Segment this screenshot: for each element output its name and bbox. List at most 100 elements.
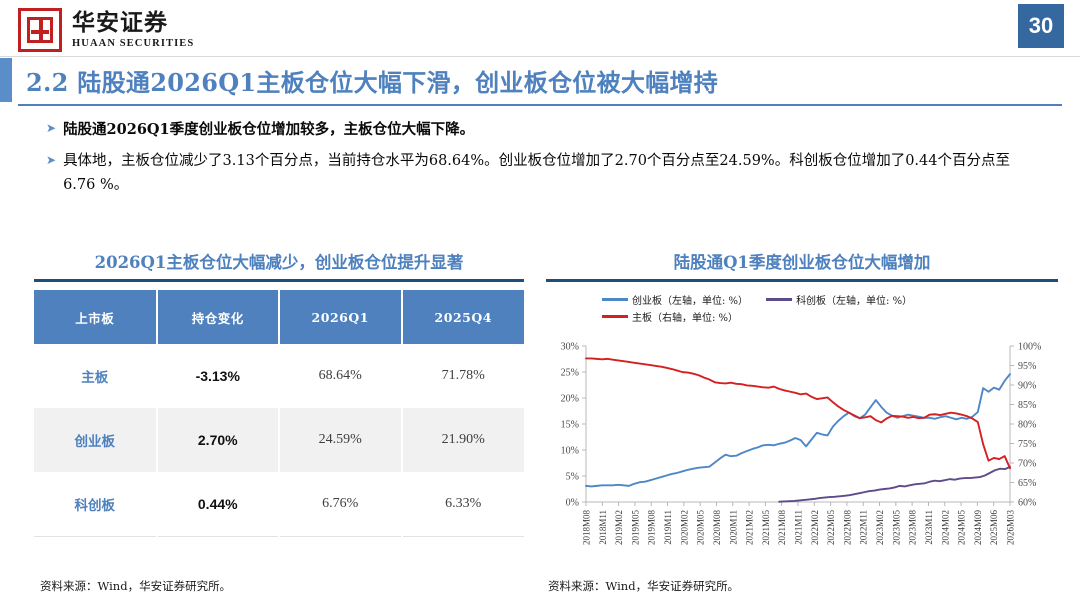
svg-text:2019M08: 2019M08 <box>647 510 657 546</box>
svg-text:2022M02: 2022M02 <box>810 510 820 545</box>
svg-text:20%: 20% <box>561 394 579 405</box>
table-header-cell: 2026Q1 <box>279 290 403 345</box>
svg-text:5%: 5% <box>566 472 579 483</box>
table-cell: 71.78% <box>441 368 485 384</box>
svg-text:65%: 65% <box>1018 478 1036 489</box>
svg-text:2021M08: 2021M08 <box>777 510 787 546</box>
huaan-seal-logo-icon <box>18 8 62 52</box>
svg-text:2020M05: 2020M05 <box>696 510 706 546</box>
table-cell: 68.64% <box>279 344 403 409</box>
svg-text:2021M05: 2021M05 <box>761 510 771 546</box>
svg-text:25%: 25% <box>561 368 579 379</box>
page-number-badge: 30 <box>1018 4 1064 48</box>
svg-text:85%: 85% <box>1018 400 1036 411</box>
table-cell: 6.76% <box>279 472 403 537</box>
table-cell: 24.59% <box>279 408 403 473</box>
svg-text:2019M11: 2019M11 <box>663 510 673 545</box>
table-header-row: 上市板 持仓变化 2026Q1 2025Q4 <box>34 290 524 345</box>
table-cell: -3.13% <box>156 344 280 409</box>
svg-text:2023M05: 2023M05 <box>891 510 901 546</box>
svg-text:2022M05: 2022M05 <box>826 510 836 546</box>
svg-text:10%: 10% <box>561 446 579 457</box>
svg-text:2023M02: 2023M02 <box>875 510 885 545</box>
brand-name-en: HUAAN SECURITIES <box>72 37 195 49</box>
bullet-text: 陆股通2026Q1季度创业板仓位增加较多，主板仓位大幅下降。 <box>63 121 475 138</box>
right-panel-rule <box>546 279 1058 283</box>
table-cell: 科创板 <box>34 472 158 537</box>
legend-label: 科创板（左轴，单位: %） <box>796 296 913 308</box>
svg-text:2020M08: 2020M08 <box>712 510 722 546</box>
svg-text:2023M11: 2023M11 <box>924 510 934 545</box>
table-cell: 主板 <box>34 344 158 409</box>
legend-label: 主板（右轴，单位: %） <box>632 313 739 325</box>
svg-text:100%: 100% <box>1018 342 1041 353</box>
left-panel: 2026Q1主板仓位大幅减少，创业板仓位提升显著 上市板 持仓变化 2026Q1… <box>34 252 524 537</box>
svg-text:80%: 80% <box>1018 420 1036 431</box>
left-panel-rule <box>34 279 524 283</box>
chart-legend: 创业板（左轴，单位: %） 科创板（左轴，单位: %） 主板（右轴，单位: %） <box>602 292 1052 325</box>
position-table: 上市板 持仓变化 2026Q1 2025Q4 主板 -3.13% 68.64% … <box>34 290 524 537</box>
svg-text:2026M03: 2026M03 <box>1006 510 1016 546</box>
table-cell: 0.44% <box>156 472 280 537</box>
table-header-cell: 持仓变化 <box>156 290 280 345</box>
svg-text:70%: 70% <box>1018 459 1036 470</box>
svg-text:2018M11: 2018M11 <box>598 510 608 545</box>
list-item: ➤ 陆股通2026Q1季度创业板仓位增加较多，主板仓位大幅下降。 <box>46 118 1040 141</box>
left-panel-title: 2026Q1主板仓位大幅减少，创业板仓位提升显著 <box>94 253 464 272</box>
bullet-list: ➤ 陆股通2026Q1季度创业板仓位增加较多，主板仓位大幅下降。 ➤ 具体地，主… <box>46 118 1040 206</box>
legend-item-chuangyeban: 创业板（左轴，单位: %） <box>602 292 748 307</box>
legend-swatch <box>602 315 628 319</box>
legend-swatch <box>602 298 628 302</box>
table-header-cell: 上市板 <box>34 290 158 345</box>
legend-item-zhuban: 主板（右轴，单位: %） <box>602 309 738 324</box>
legend-swatch <box>766 298 793 302</box>
svg-text:2025M06: 2025M06 <box>989 510 999 546</box>
svg-text:2018M08: 2018M08 <box>582 510 592 546</box>
table-row: 创业板 2.70% 24.59% 21.90% <box>34 408 524 473</box>
right-panel-title: 陆股通Q1季度创业板仓位大幅增加 <box>673 253 931 272</box>
svg-text:95%: 95% <box>1018 361 1036 372</box>
bullet-text: 具体地，主板仓位减少了3.13个百分点，当前持仓水平为68.64%。创业板仓位增… <box>63 153 1010 193</box>
brand-logo: 华安证券 HUAAN SECURITIES <box>18 8 194 52</box>
chart-canvas: 0% 5% 10% 15% 20% 25% 30% 60% 65% 70% 75% 80% 85% 90%… <box>561 342 1042 546</box>
legend-item-kechuangban: 科创板（左轴，单位: %） <box>766 292 912 307</box>
svg-text:2019M02: 2019M02 <box>614 510 624 545</box>
svg-text:2021M11: 2021M11 <box>794 510 804 545</box>
svg-text:2020M11: 2020M11 <box>728 510 738 545</box>
position-trend-chart: 创业板（左轴，单位: %） 科创板（左轴，单位: %） 主板（右轴，单位: %）… <box>546 290 1058 555</box>
table-cell: 创业板 <box>34 408 158 473</box>
svg-text:2024M05: 2024M05 <box>957 510 967 546</box>
svg-text:0%: 0% <box>566 498 579 509</box>
table-cell: 6.33% <box>401 472 524 537</box>
svg-text:75%: 75% <box>1018 439 1036 450</box>
svg-text:2020M02: 2020M02 <box>679 510 689 545</box>
right-panel: 陆股通Q1季度创业板仓位大幅增加 创业板（左轴，单位: %） 科创板（左轴，单位… <box>546 252 1058 555</box>
svg-text:60%: 60% <box>1018 498 1036 509</box>
svg-text:90%: 90% <box>1018 381 1036 392</box>
svg-text:2022M08: 2022M08 <box>842 510 852 546</box>
left-source-note: 资料来源：Wind，华安证券研究所。 <box>40 579 232 593</box>
table-header-cell: 2025Q4 <box>401 290 524 345</box>
title-accent-tab <box>0 58 12 102</box>
svg-text:2023M08: 2023M08 <box>908 510 918 546</box>
list-item: ➤ 具体地，主板仓位减少了3.13个百分点，当前持仓水平为68.64%。创业板仓… <box>46 150 1040 197</box>
table-cell: 2.70% <box>156 408 280 473</box>
table-row: 主板 -3.13% 68.64% 71.78% <box>34 344 524 409</box>
svg-text:2024M09: 2024M09 <box>973 510 983 546</box>
title-underline <box>18 104 1062 106</box>
page-title: 2.2 陆股通2026Q1主板仓位大幅下滑，创业板仓位被大幅增持 <box>26 67 719 97</box>
svg-text:2021M02: 2021M02 <box>745 510 755 545</box>
legend-label: 创业板（左轴，单位: %） <box>632 296 749 308</box>
svg-text:15%: 15% <box>561 420 579 431</box>
svg-text:30%: 30% <box>561 342 579 353</box>
svg-text:2019M05: 2019M05 <box>630 510 640 546</box>
bullet-arrow-icon: ➤ <box>46 121 57 135</box>
brand-name-cn: 华安证券 <box>72 9 168 37</box>
table-cell: 21.90% <box>401 408 524 473</box>
slide-title-row: 2.2 陆股通2026Q1主板仓位大幅下滑，创业板仓位被大幅增持 <box>0 58 718 102</box>
svg-text:2024M02: 2024M02 <box>940 510 950 545</box>
bullet-arrow-icon: ➤ <box>46 153 57 168</box>
table-row: 科创板 0.44% 6.76% 6.33% <box>34 472 524 537</box>
right-source-note: 资料来源：Wind，华安证券研究所。 <box>548 579 740 593</box>
